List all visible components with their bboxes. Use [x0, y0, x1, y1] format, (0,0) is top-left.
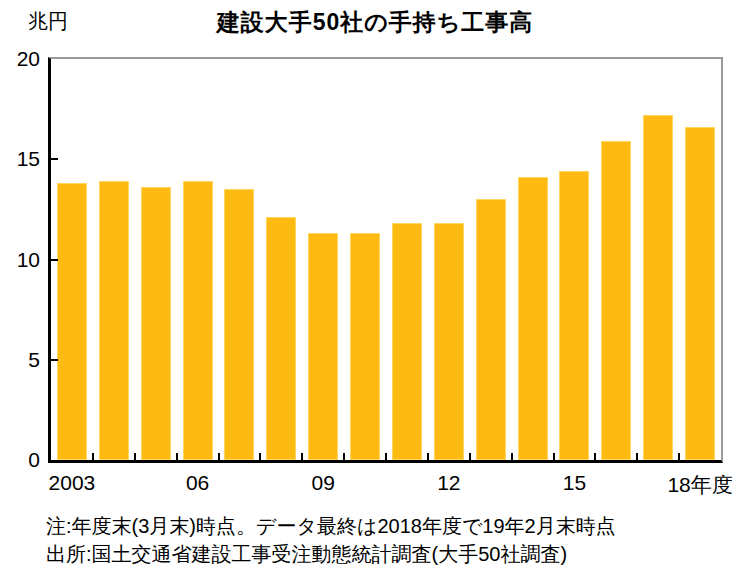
x-tick-mark	[636, 453, 638, 460]
bar-2014	[518, 177, 548, 460]
note-line-1: 注:年度末(3月末)時点。データ最終は2018年度で19年2月末時点	[46, 512, 616, 540]
x-tick-label: 09	[263, 471, 383, 495]
bar-2010	[350, 233, 380, 460]
x-tick-mark	[385, 453, 387, 460]
bar-2015	[559, 171, 589, 460]
x-tick-mark	[259, 453, 261, 460]
y-tick-label: 5	[0, 349, 40, 371]
y-tick-mark	[51, 359, 58, 361]
x-tick-mark	[678, 453, 680, 460]
x-tick-mark	[301, 453, 303, 460]
x-tick-mark	[176, 453, 178, 460]
bar-2008	[266, 217, 296, 460]
bar-2017	[643, 115, 673, 460]
bar-2005	[141, 187, 171, 460]
x-tick-mark	[469, 453, 471, 460]
y-tick-label: 0	[0, 449, 40, 471]
x-tick-mark	[553, 453, 555, 460]
bar-2003	[57, 183, 87, 460]
note-line-2: 出所:国土交通省建設工事受注動態統計調査(大手50社調査)	[46, 540, 616, 568]
y-tick-label: 20	[0, 48, 40, 70]
x-tick-label: 06	[138, 471, 258, 495]
chart-title: 建設大手50社の手持ち工事高	[0, 7, 750, 38]
chart-notes: 注:年度末(3月末)時点。データ最終は2018年度で19年2月末時点 出所:国土…	[46, 512, 616, 568]
x-tick-label: 12	[389, 471, 509, 495]
bar-2013	[476, 199, 506, 460]
chart-figure: 兆円 建設大手50社の手持ち工事高 05101520 2003060912151…	[0, 0, 750, 580]
x-tick-mark	[511, 453, 513, 460]
plot-area	[48, 57, 723, 463]
bar-2004	[99, 181, 129, 460]
x-tick-mark	[218, 453, 220, 460]
x-tick-mark	[343, 453, 345, 460]
y-tick-mark	[51, 158, 58, 160]
y-tick-label: 10	[0, 249, 40, 271]
x-tick-label: 18年度	[640, 471, 750, 499]
bar-2007	[224, 189, 254, 460]
x-tick-mark	[134, 453, 136, 460]
bar-2006	[183, 181, 213, 460]
bar-2011	[392, 223, 422, 460]
bar-2018	[685, 127, 715, 460]
y-tick-mark	[51, 259, 58, 261]
y-tick-label: 15	[0, 148, 40, 170]
bar-2009	[308, 233, 338, 460]
bar-2012	[434, 223, 464, 460]
bar-2016	[601, 141, 631, 460]
x-tick-label: 2003	[12, 471, 132, 495]
x-tick-mark	[427, 453, 429, 460]
x-tick-mark	[92, 453, 94, 460]
x-tick-mark	[594, 453, 596, 460]
x-tick-label: 15	[514, 471, 634, 495]
